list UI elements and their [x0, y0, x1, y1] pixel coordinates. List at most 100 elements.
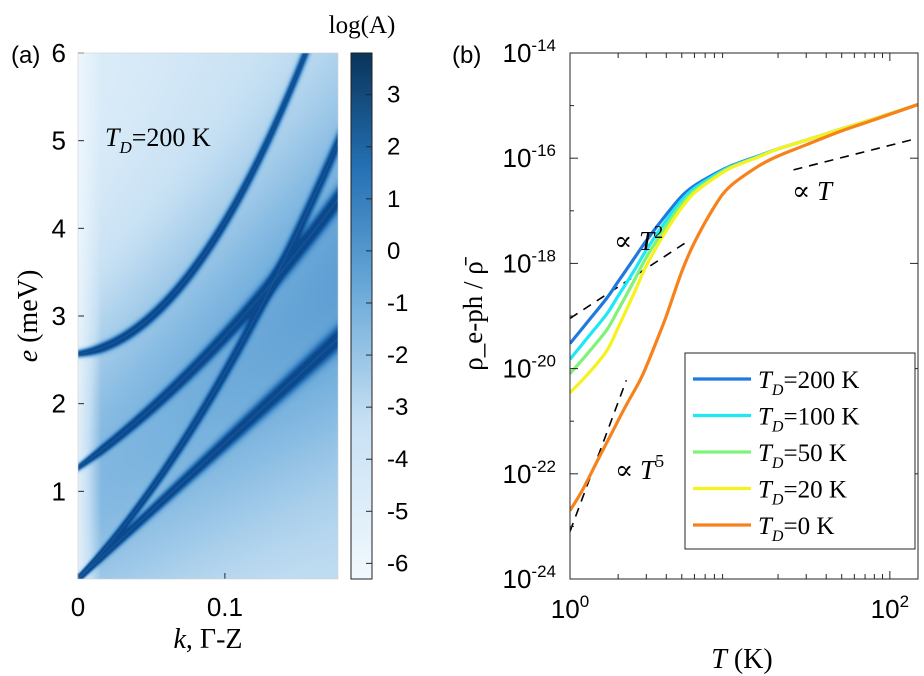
y-axis-label-b: ρ_e-ph / ρ̄ — [458, 256, 488, 370]
y-tick-exp: -22 — [531, 457, 556, 476]
y-tick-label-b: 10-22 — [503, 457, 557, 489]
x-tick-label-b: 100 — [551, 592, 589, 624]
x-tick-exp: 0 — [580, 592, 589, 611]
y-tick-label-b: 10-14 — [503, 36, 557, 68]
colorbar-title: log(A) — [329, 12, 396, 39]
colorbar-tick-label: -6 — [387, 550, 408, 577]
y-tick-label-a: 1 — [52, 476, 66, 506]
x-tick-base: 10 — [871, 594, 900, 624]
band-optical-2 — [78, 53, 307, 355]
y-tick-exp: -18 — [531, 246, 556, 265]
legend-label-rest: =100 K — [783, 404, 859, 431]
y-tick-label-a: 2 — [52, 389, 66, 419]
legend-label: TD=200 K — [758, 367, 859, 399]
legend-label-rest: =200 K — [783, 367, 859, 394]
y-tick-label-a: 4 — [52, 213, 66, 243]
y-tick-base: 10 — [503, 459, 532, 489]
guide-label-exp: 2 — [654, 222, 663, 242]
guide-label-var: T — [640, 455, 657, 485]
colorbar-tick-label: 1 — [387, 186, 400, 213]
guide-label-T2: ∝ T2 — [614, 222, 663, 256]
series-line-3 — [570, 102, 918, 394]
colorbar-tick-label: -4 — [387, 446, 408, 473]
y-tick-exp: -20 — [531, 352, 556, 371]
y-axis-label-b-text: ρ_e-ph / ρ̄ — [458, 256, 488, 370]
y-tick-label-a: 5 — [52, 126, 66, 156]
guide-line-T1 — [793, 137, 918, 171]
legend-label-rest: =20 K — [783, 477, 846, 504]
y-tick-label-b: 10-24 — [503, 562, 557, 594]
band-acoustic-2 — [78, 142, 338, 579]
panel-label-a: (a) — [11, 42, 40, 69]
legend-label-sub: D — [771, 419, 784, 436]
x-tick-exp: 2 — [900, 592, 909, 611]
colorbar-tick-label: 0 — [387, 238, 400, 265]
colorbar-gradient — [350, 52, 373, 580]
legend-label-var: T — [758, 440, 774, 467]
legend-label: TD=20 K — [758, 477, 847, 509]
y-tick-label-b: 10-18 — [503, 246, 557, 278]
x-tick-label-a: 0 — [71, 592, 85, 622]
colorbar-tick-label: 3 — [387, 82, 400, 109]
y-tick-base: 10 — [503, 38, 532, 68]
panel-label-b: (b) — [452, 42, 481, 69]
y-tick-base: 10 — [503, 248, 532, 278]
heatmap-annotation: TD=200 K — [105, 123, 211, 157]
y-tick-base: 10 — [503, 564, 532, 594]
y-tick-base: 10 — [503, 143, 532, 173]
x-tick-label-a: 0.1 — [207, 592, 243, 622]
colorbar-tick-label: -1 — [387, 290, 408, 317]
colorbar-tick-label: -5 — [387, 498, 408, 525]
legend-label-rest: =0 K — [783, 513, 834, 540]
series-lines — [570, 102, 918, 512]
y-tick-label-a: 3 — [52, 301, 66, 331]
y-tick-label-b: 10-20 — [503, 352, 557, 384]
heatmap-raster — [78, 53, 338, 579]
legend-label-var: T — [758, 404, 774, 431]
heatmap-axis-ticks: 1 2 3 4 5 6 0 0.1 — [52, 38, 243, 622]
x-tick-label-b: 102 — [871, 592, 909, 624]
legend-label-sub: D — [771, 455, 784, 472]
y-tick-label-b: 10-16 — [503, 141, 557, 173]
colorbar-ticks: 3 2 1 0 -1 -2 -3 -4 -5 -6 — [366, 82, 408, 577]
heatmap-panel: (a) TD=200 K 1 2 3 4 5 6 0 0.1 k, Γ-Z e (meV) — [11, 38, 339, 655]
colorbar-tick-label: -3 — [387, 394, 408, 421]
guide-label-exp: 5 — [655, 451, 664, 471]
legend: TD=200 KTD=100 KTD=50 KTD=20 KTD=0 K — [684, 352, 916, 550]
guide-label-var: T — [639, 226, 656, 256]
colorbar-tick-label: 2 — [387, 134, 400, 161]
legend-label-sub: D — [771, 528, 784, 545]
heatmap-frame — [77, 52, 339, 580]
series-line-4 — [570, 102, 918, 512]
y-tick-exp: -14 — [531, 36, 556, 55]
guide-label-var: T — [817, 176, 834, 206]
x-axis-label-a: k, Γ-Z — [173, 624, 242, 655]
legend-label-var: T — [758, 513, 774, 540]
guide-label-prefix: ∝ — [615, 455, 640, 485]
guide-label-T5: ∝ T5 — [615, 451, 664, 485]
legend-label-rest: =50 K — [783, 440, 846, 467]
y-tick-exp: -16 — [531, 141, 556, 160]
legend-label-var: T — [758, 367, 774, 394]
x-axis-label-b: T (K) — [711, 644, 772, 675]
guide-label-T1: ∝ T — [792, 176, 834, 206]
band-acoustic-1 — [78, 338, 338, 579]
legend-label: TD=50 K — [758, 440, 847, 472]
colorbar: log(A) 3 2 1 0 -1 -2 -3 -4 -5 -6 — [329, 12, 408, 580]
guide-label-prefix: ∝ — [792, 176, 817, 206]
heatmap-image — [78, 53, 338, 579]
guide-labels: ∝ T2∝ T∝ T5 — [614, 176, 834, 485]
legend-label-sub: D — [771, 382, 784, 399]
y-tick-exp: -24 — [531, 562, 556, 581]
band-optical-1 — [78, 198, 338, 469]
guide-label-prefix: ∝ — [614, 226, 639, 256]
x-tick-base: 10 — [551, 594, 580, 624]
legend-label-sub: D — [771, 492, 784, 509]
y-axis-label-a: e (meV) — [13, 270, 44, 363]
legend-label: TD=0 K — [758, 513, 834, 545]
legend-label: TD=100 K — [758, 404, 859, 436]
y-tick-base: 10 — [503, 354, 532, 384]
